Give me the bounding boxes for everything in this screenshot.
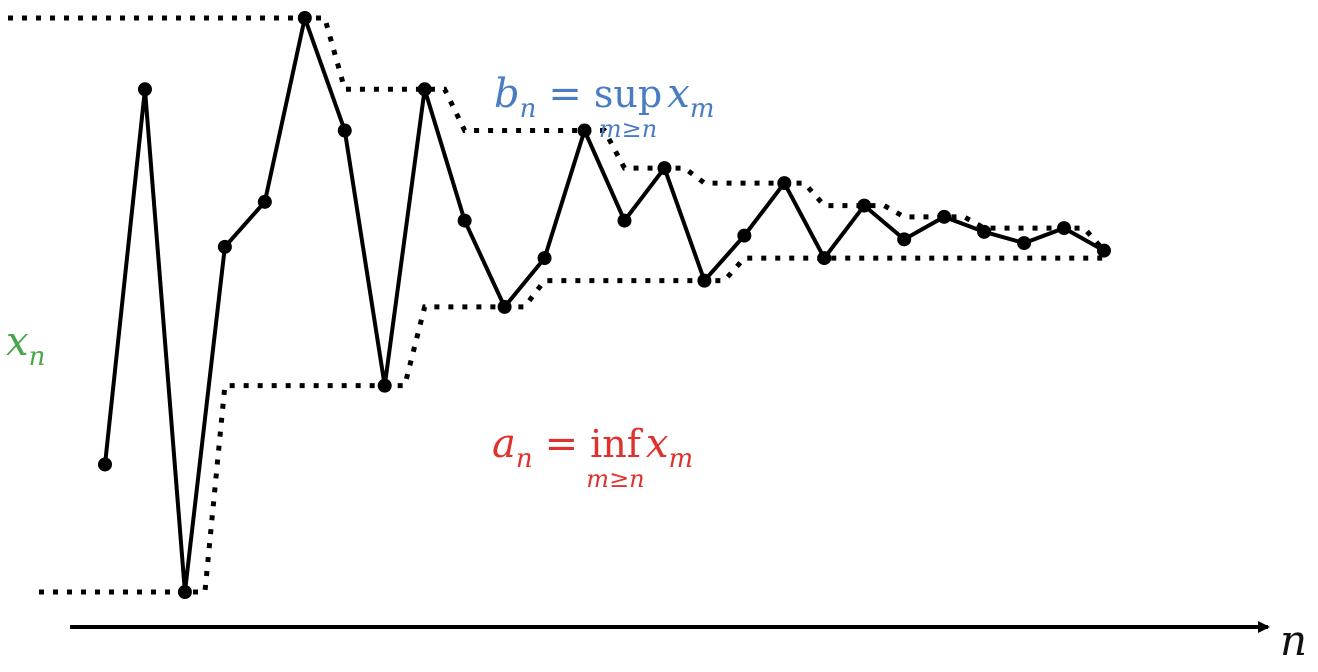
- sequence-polyline: [103, 10, 1105, 593]
- sequence-point: [98, 457, 112, 472]
- sequence-point: [537, 251, 552, 266]
- sequence-point: [417, 82, 432, 97]
- inf-rhs-sub: m: [668, 444, 694, 474]
- sup-rhs: x: [667, 71, 690, 117]
- sup-bound-dotted-line: [0, 15, 1106, 253]
- inf-bound-path: [39, 255, 1104, 595]
- inf-label: an = inf m≥n xm: [492, 421, 693, 491]
- sequence-point: [857, 198, 872, 213]
- sequence-point: [457, 213, 472, 228]
- sequence-point: [737, 228, 752, 243]
- sequence-point: [497, 299, 512, 314]
- sequence-point: [977, 224, 992, 239]
- inf-operator-stack: inf m≥n: [586, 422, 644, 491]
- sequence-point: [137, 82, 152, 97]
- inf-equals: =: [544, 421, 579, 467]
- sequence-point: [1097, 243, 1111, 258]
- sequence-point: [217, 239, 232, 254]
- sup-rhs-sub: m: [689, 94, 715, 124]
- inf-lhs-sub: n: [515, 444, 533, 474]
- sequence-point: [297, 11, 312, 25]
- inf-operator: inf: [590, 422, 641, 466]
- sequence-point: [897, 232, 912, 247]
- sequence-point: [1057, 221, 1072, 236]
- sequence-line: [103, 10, 1105, 593]
- x-axis-label: n: [1280, 616, 1308, 665]
- sup-operator-sub: m≥n: [598, 115, 658, 143]
- sequence-point: [1017, 236, 1032, 251]
- inf-rhs: x: [645, 421, 669, 467]
- sup-operator: sup: [593, 72, 663, 116]
- sup-lhs-sub: n: [519, 94, 537, 124]
- sup-equals: =: [548, 71, 582, 117]
- sup-operator-stack: sup m≥n: [593, 72, 663, 141]
- sequence-point: [817, 251, 832, 266]
- sequence-point: [257, 194, 272, 209]
- sequence-point: [177, 585, 192, 599]
- sequence-point: [337, 123, 352, 138]
- sequence-point: [937, 209, 952, 224]
- inf-lhs: a: [492, 421, 516, 467]
- sequence-point: [777, 176, 792, 191]
- sequence-label: xn: [6, 319, 45, 370]
- sequence-label-sub: n: [28, 342, 46, 372]
- inf-operator-sub: m≥n: [586, 465, 645, 493]
- sequence-points: [98, 11, 1111, 599]
- sequence-point: [617, 213, 632, 228]
- sequence-point: [697, 273, 712, 288]
- sup-lhs: b: [494, 71, 520, 117]
- inf-bound-dotted-line: [39, 255, 1104, 595]
- sup-bound-path: [0, 15, 1106, 253]
- sequence-point: [577, 123, 592, 138]
- sequence-point: [657, 161, 672, 176]
- sequence-point: [377, 378, 392, 393]
- sup-label: bn = sup m≥n xm: [494, 71, 715, 141]
- sequence-label-sym: x: [6, 319, 29, 365]
